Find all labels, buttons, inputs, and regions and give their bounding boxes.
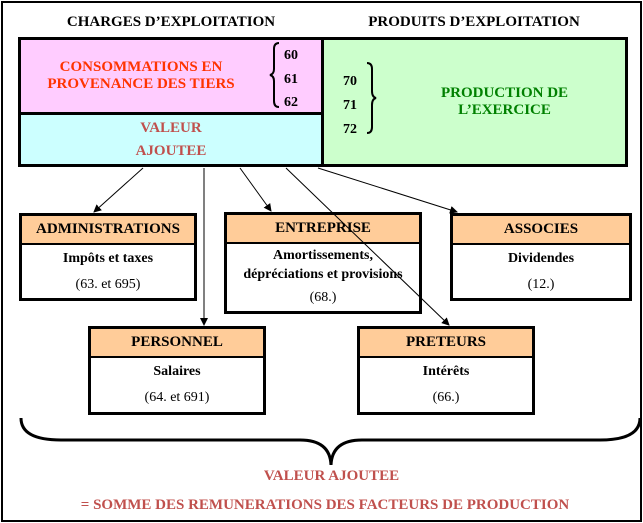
- footer-somme: = SOMME DES REMUNERATIONS DES FACTEURS D…: [80, 497, 570, 513]
- box-title: ADMINISTRATIONS: [22, 216, 194, 245]
- right-brace-icon: [366, 62, 377, 134]
- box-code: (68.): [309, 290, 337, 305]
- bottom-brace-icon: [19, 417, 642, 466]
- arrow-preteurs: [285, 167, 450, 326]
- consommations-accounts: 60 61 62: [284, 44, 298, 115]
- box-title: ENTREPRISE: [227, 215, 419, 244]
- box-title: ASSOCIES: [453, 216, 629, 245]
- account: 62: [284, 95, 298, 110]
- account: 71: [343, 98, 357, 113]
- consommations-line2: PROVENANCE DES TIERS: [47, 76, 235, 92]
- box-code: (66.): [432, 390, 460, 405]
- box-desc: Dividendes: [507, 251, 575, 266]
- production-accounts: 70 71 72: [343, 70, 357, 142]
- production-line1: PRODUCTION DE: [440, 85, 569, 101]
- box-code: (12.): [527, 277, 555, 292]
- box-desc: Intérêts: [422, 364, 470, 379]
- valeur-line2: AJOUTEE: [135, 142, 207, 159]
- account: 72: [343, 122, 357, 137]
- arrow-associes: [317, 167, 458, 214]
- production-line2: L’EXERCICE: [458, 102, 551, 118]
- box-entreprise: ENTREPRISE Amortissements, dépréciations …: [224, 212, 422, 314]
- box-desc: dépréciations et provisions: [243, 267, 403, 282]
- valeur-line1: VALEUR: [140, 119, 202, 136]
- box-desc: Amortissements,: [273, 248, 373, 263]
- box-code: (64. et 691): [144, 390, 210, 405]
- arrow-administrations: [93, 167, 144, 213]
- produits-header: PRODUITS D’EXPLOITATION: [368, 14, 580, 30]
- arrow-entreprise: [239, 167, 272, 212]
- box-administrations: ADMINISTRATIONS Impôts et taxes (63. et 6…: [19, 213, 197, 301]
- box-title: PERSONNEL: [91, 329, 263, 358]
- footer-valeur-ajoutee: VALEUR AJOUTEE: [263, 468, 400, 484]
- box-code: (63. et 695): [75, 277, 141, 292]
- box-desc: Impôts et taxes: [62, 251, 154, 266]
- box-personnel: PERSONNEL Salaires (64. et 691): [88, 326, 266, 415]
- charges-header: CHARGES D’EXPLOITATION: [66, 14, 276, 30]
- account: 61: [284, 71, 298, 87]
- valeur-block: VALEUR AJOUTEE: [18, 112, 324, 167]
- consommations-line1: CONSOMMATIONS EN: [59, 59, 223, 75]
- box-title: PRETEURS: [360, 329, 532, 358]
- left-brace-icon: [269, 42, 280, 108]
- account: 70: [343, 74, 357, 89]
- box-preteurs: PRETEURS Intérêts (66.): [357, 326, 535, 415]
- box-associes: ASSOCIES Dividendes (12.): [450, 213, 632, 301]
- account: 60: [284, 48, 298, 63]
- box-desc: Salaires: [153, 364, 201, 379]
